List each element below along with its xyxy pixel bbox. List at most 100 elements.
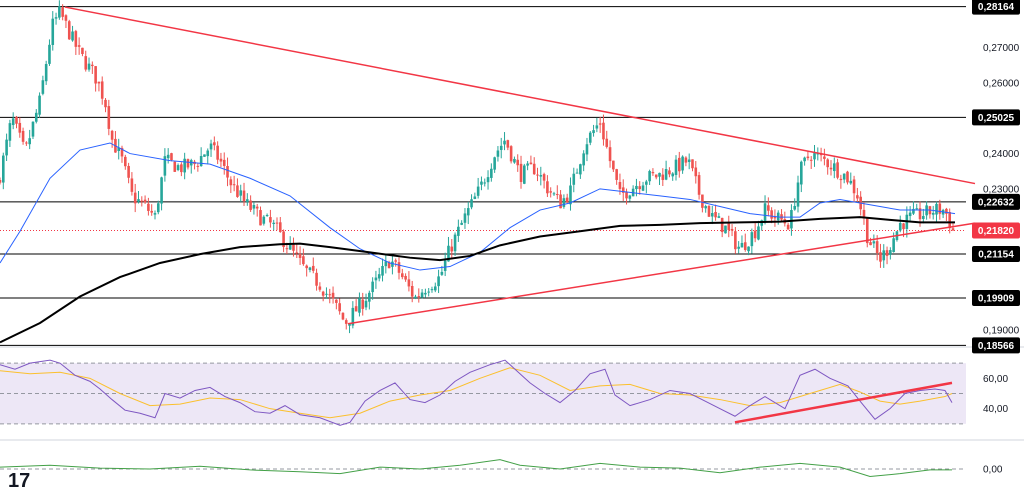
candle-body xyxy=(856,195,859,199)
candle-body xyxy=(196,165,200,167)
candle-body xyxy=(707,205,711,217)
candle-body xyxy=(364,300,368,308)
candle-body xyxy=(740,242,744,248)
rsi-trendline xyxy=(734,381,953,424)
candle-body xyxy=(58,6,61,18)
candle-body xyxy=(499,145,503,150)
candle-body xyxy=(0,180,2,183)
candle-body xyxy=(806,156,810,159)
candle-body xyxy=(737,246,740,249)
candle-body xyxy=(255,206,259,209)
rsi-tick-label: 40,00 xyxy=(983,404,1008,415)
candle-body xyxy=(358,298,361,313)
candle-body xyxy=(598,123,602,125)
candle-body xyxy=(796,182,800,207)
candle-body xyxy=(918,208,922,220)
price-axis: 0,27000 0,26000 0,24000 0,23000 0,19000 60,00… xyxy=(972,0,1020,476)
candle-body xyxy=(401,273,404,278)
candle-body xyxy=(97,81,101,84)
candle-body xyxy=(447,245,450,262)
candle-body xyxy=(747,246,750,252)
candle-body xyxy=(605,138,609,147)
candle-body xyxy=(219,158,223,162)
candle-body xyxy=(717,216,721,218)
candle-body xyxy=(793,206,797,210)
candle-body xyxy=(757,226,760,240)
candle-body xyxy=(166,154,170,159)
candle-body xyxy=(351,307,355,326)
candle-body xyxy=(582,153,585,166)
candle-body xyxy=(206,150,210,157)
candle-body xyxy=(222,159,226,166)
candle-body xyxy=(272,222,275,225)
candle-body xyxy=(813,153,816,160)
candle-body xyxy=(384,261,388,267)
trendline xyxy=(347,222,976,325)
candle-body xyxy=(829,167,833,170)
candle-body xyxy=(377,274,381,279)
candle-body xyxy=(259,210,262,226)
price-tick-label: 0,27000 xyxy=(983,43,1020,54)
candle-body xyxy=(809,159,813,161)
current-price-label: 0,21820 xyxy=(978,226,1015,237)
candle-body xyxy=(180,164,183,173)
candle-body xyxy=(516,159,520,166)
candle-body xyxy=(186,159,190,168)
candle-body xyxy=(315,272,318,286)
candle-body xyxy=(694,167,698,177)
candle-body xyxy=(661,174,665,180)
candle-body xyxy=(430,289,434,291)
candle-body xyxy=(156,203,160,213)
candle-body xyxy=(87,63,91,70)
candle-body xyxy=(849,180,853,184)
candle-body xyxy=(875,241,879,253)
candle-body xyxy=(951,228,955,231)
candle-body xyxy=(295,252,299,254)
candle-body xyxy=(216,145,219,160)
candle-body xyxy=(305,265,308,269)
candle-body xyxy=(137,199,140,202)
candle-body xyxy=(832,163,836,172)
candle-body xyxy=(269,217,272,223)
candle-body xyxy=(81,47,84,55)
candle-body xyxy=(124,156,127,167)
candle-body xyxy=(549,191,552,193)
level-badge xyxy=(972,109,1020,126)
candle-body xyxy=(15,117,18,124)
candle-body xyxy=(480,181,483,185)
candle-body xyxy=(532,163,536,175)
candle-body xyxy=(31,121,35,137)
candle-body xyxy=(147,203,150,211)
candle-body xyxy=(753,230,757,239)
candle-body xyxy=(720,217,724,233)
candle-body xyxy=(21,130,25,142)
candle-body xyxy=(889,250,892,255)
candle-body xyxy=(61,7,64,17)
candle-body xyxy=(77,45,81,47)
candle-body xyxy=(427,291,430,293)
candle-body xyxy=(140,200,144,202)
candle-body xyxy=(687,159,691,163)
candle-body xyxy=(486,177,490,183)
candle-body xyxy=(374,277,378,281)
candle-body xyxy=(658,172,661,177)
rsi-tick-label: 60,00 xyxy=(983,374,1008,385)
candle-body xyxy=(846,171,849,183)
candle-body xyxy=(209,143,213,150)
candle-body xyxy=(368,292,371,302)
candle-body xyxy=(493,157,496,170)
candle-body xyxy=(770,210,773,219)
candle-body xyxy=(11,118,15,126)
candle-body xyxy=(678,157,681,172)
candle-body xyxy=(869,242,872,246)
tradingview-logo: 17 xyxy=(8,470,30,492)
candle-body xyxy=(503,140,506,145)
candle-body xyxy=(483,182,487,184)
candle-body xyxy=(440,271,444,275)
candle-body xyxy=(242,190,246,202)
candle-body xyxy=(160,177,163,204)
candle-body xyxy=(420,292,424,298)
candle-body xyxy=(321,291,325,296)
candle-body xyxy=(513,158,516,163)
